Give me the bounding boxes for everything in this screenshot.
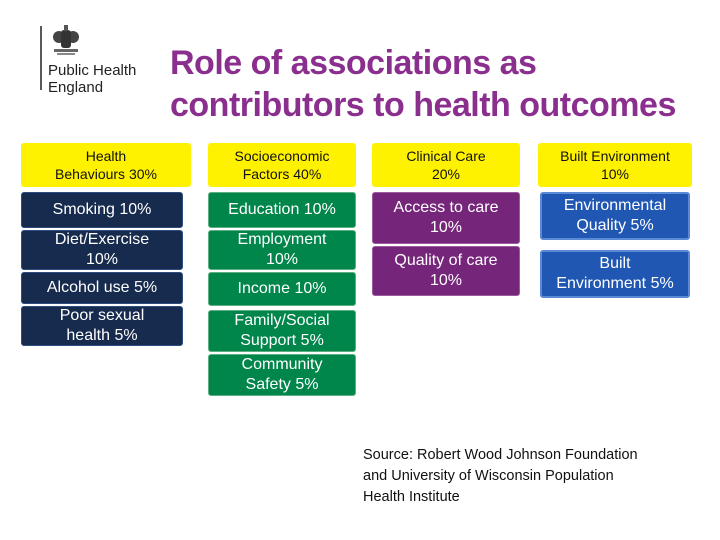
logo-line-2: England [48, 79, 104, 96]
logo-divider [40, 26, 42, 90]
built-environment-box: Built Environment 5% [540, 250, 690, 298]
diet-exercise-box: Diet/Exercise 10% [21, 230, 183, 270]
phe-logo: Public Health England [40, 24, 155, 96]
alcohol-use-box: Alcohol use 5% [21, 272, 183, 304]
family-social-support-box: Family/Social Support 5% [208, 310, 356, 352]
quality-of-care-box: Quality of care 10% [372, 246, 520, 296]
royal-crest-icon [53, 25, 79, 55]
title-line-2: contributors to health outcomes [170, 86, 676, 124]
built-environment-header: Built Environment 10% [538, 143, 692, 187]
source-line-1: Source: Robert Wood Johnson Foundation [363, 447, 638, 463]
health-behaviours-header: Health Behaviours 30% [21, 143, 191, 187]
source-line-3: Health Institute [363, 489, 460, 505]
source-line-2: and University of Wisconsin Population [363, 468, 614, 484]
access-to-care-box: Access to care 10% [372, 192, 520, 244]
clinical-care-header: Clinical Care 20% [372, 143, 520, 187]
smoking-box: Smoking 10% [21, 192, 183, 228]
poor-sexual-health-box: Poor sexual health 5% [21, 306, 183, 346]
education-box: Education 10% [208, 192, 356, 228]
income-box: Income 10% [208, 272, 356, 306]
page-title: Role of associations as contributors to … [170, 42, 710, 126]
employment-box: Employment 10% [208, 230, 356, 270]
socioeconomic-header: Socioeconomic Factors 40% [208, 143, 356, 187]
source-citation: Source: Robert Wood Johnson Foundation a… [363, 445, 693, 508]
community-safety-box: Community Safety 5% [208, 354, 356, 396]
logo-text: Public Health England [48, 62, 136, 96]
logo-line-1: Public Health [48, 62, 137, 79]
title-line-1: Role of associations as [170, 44, 537, 82]
environmental-quality-box: Environmental Quality 5% [540, 192, 690, 240]
